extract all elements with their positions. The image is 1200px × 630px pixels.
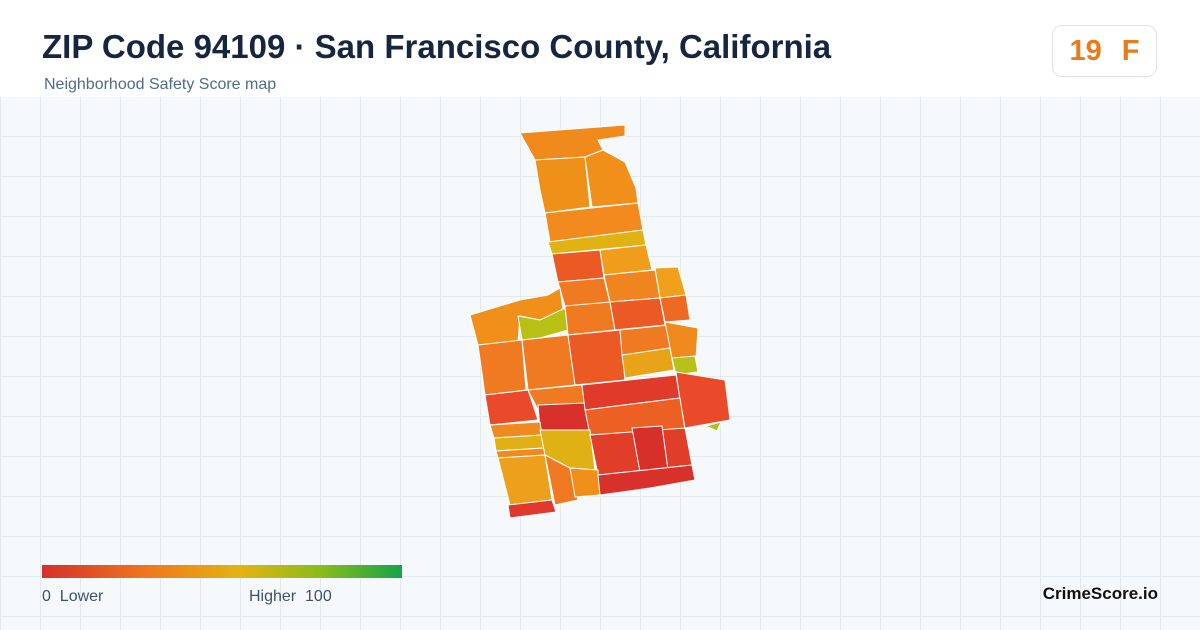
- map-area: [567, 329, 626, 386]
- score-box: 19 F: [1052, 25, 1157, 77]
- map-area: [564, 301, 616, 336]
- map-area: [664, 321, 699, 359]
- score-grade: F: [1121, 34, 1140, 67]
- map-area: [521, 334, 576, 391]
- legend-min: 0 Lower: [42, 588, 103, 606]
- brand: CrimeScore.io: [1042, 584, 1158, 603]
- map-area: [477, 339, 527, 396]
- map-area: [557, 277, 611, 307]
- map-area: [675, 371, 731, 429]
- map-area: [704, 421, 722, 432]
- map-area: [603, 269, 661, 303]
- title: ZIP Code 94109 · San Francisco County, C…: [42, 28, 832, 65]
- map-area: [584, 149, 639, 208]
- map-area: [497, 454, 553, 506]
- map-area: [599, 244, 653, 276]
- legend-max-value: 100: [305, 588, 332, 605]
- map-area: [609, 297, 666, 331]
- score-value: 19: [1069, 34, 1102, 67]
- map-area: [544, 454, 579, 506]
- legend-max: Higher 100: [249, 588, 332, 606]
- map-area: [534, 156, 591, 214]
- legend-gradient: [42, 565, 402, 578]
- map-area: [671, 355, 699, 376]
- map-area: [537, 402, 591, 431]
- legend-max-label: Higher: [249, 588, 297, 605]
- map-area: [654, 266, 687, 299]
- subtitle: Neighborhood Safety Score map: [44, 76, 277, 93]
- map-area: [569, 467, 601, 498]
- map-area: [551, 249, 605, 283]
- map-area: [507, 499, 557, 519]
- map-area: [621, 347, 675, 379]
- map-area: [484, 389, 539, 426]
- legend-min-label: Lower: [59, 588, 104, 605]
- legend-min-value: 0: [42, 588, 51, 605]
- map-area: [597, 464, 696, 496]
- map-area: [659, 294, 691, 323]
